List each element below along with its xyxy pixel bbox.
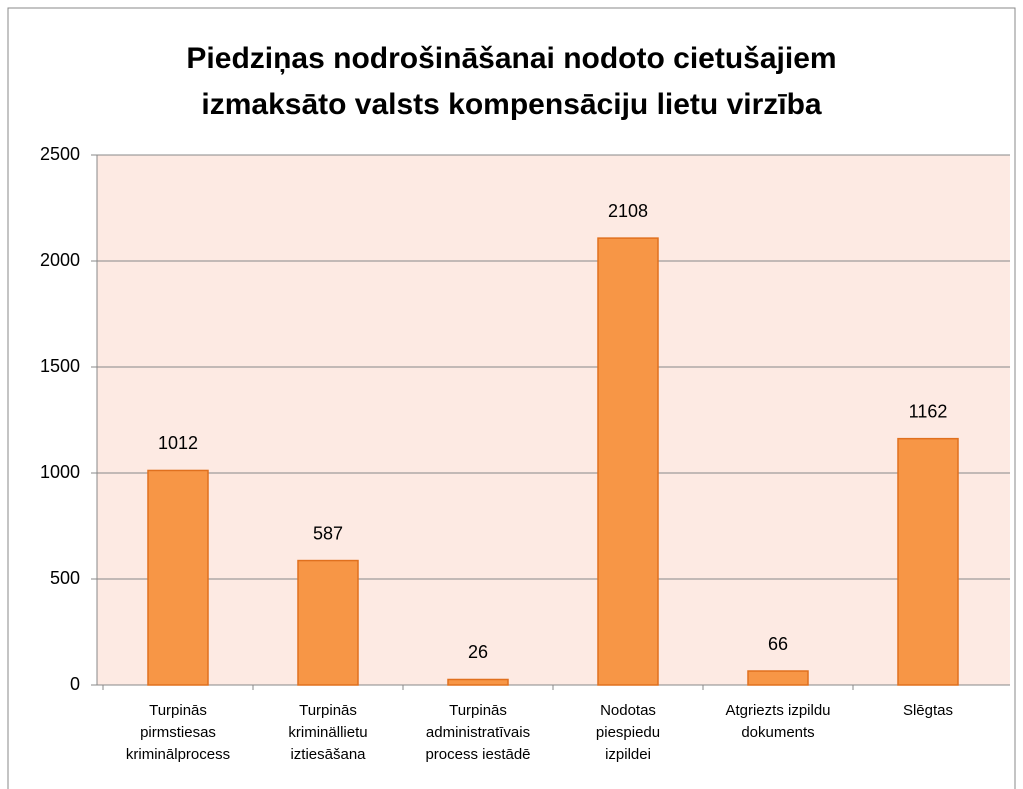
plot-area	[97, 155, 1010, 685]
x-tick-label: Atgriezts izpildu dokuments	[725, 702, 831, 741]
x-tick-label: Turpinās administratīvais process iestād…	[425, 702, 531, 763]
bar	[597, 237, 659, 686]
chart-title: Piedziņas nodrošināšanai nodoto cietušaj…	[186, 42, 837, 121]
y-tick-label: 1500	[40, 356, 80, 376]
x-tick-label: Slēgtas	[902, 702, 954, 719]
y-tick-label: 500	[50, 568, 80, 588]
bar	[747, 670, 809, 686]
x-tick-label: Nodotas piespiedu izpildei	[595, 702, 661, 763]
x-tick-label: Turpinās kriminällietu iztiesāšana	[288, 702, 368, 763]
y-tick-label: 0	[70, 674, 80, 694]
data-label: 66	[768, 634, 788, 654]
data-label: 1012	[158, 433, 198, 453]
data-label: 26	[468, 642, 488, 662]
data-label: 587	[313, 523, 343, 543]
y-tick-label: 1000	[40, 462, 80, 482]
x-tick-label: Turpinās pirmstiesas kriminālprocess	[125, 702, 231, 763]
bar	[297, 559, 359, 686]
y-tick-label: 2500	[40, 144, 80, 164]
bar	[147, 469, 209, 686]
data-label: 2108	[608, 201, 648, 221]
bar	[447, 678, 509, 686]
data-label: 1162	[909, 401, 948, 421]
bar	[897, 437, 959, 686]
y-tick-label: 2000	[40, 250, 80, 270]
